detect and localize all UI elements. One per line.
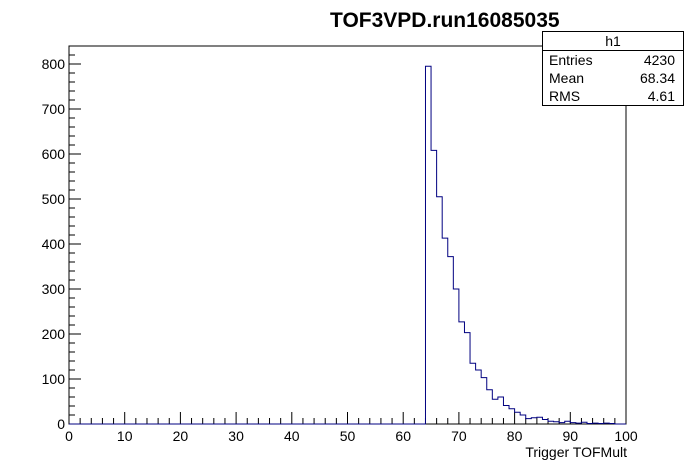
y-tick-label: 800 (42, 56, 66, 72)
x-tick-label: 30 (228, 428, 244, 444)
y-tick-label: 600 (42, 146, 66, 162)
stats-box-name: h1 (543, 32, 683, 51)
stats-rms-value: 4.61 (647, 88, 675, 104)
x-tick-label: 50 (340, 428, 356, 444)
x-tick-label: 100 (614, 428, 638, 444)
y-tick-label: 500 (42, 191, 66, 207)
x-axis-label: Trigger TOFMult (525, 444, 627, 460)
stats-row-entries: Entries 4230 (543, 51, 683, 69)
x-tick-label: 90 (563, 428, 579, 444)
y-tick-label: 400 (42, 236, 66, 252)
y-tick-label: 700 (42, 101, 66, 117)
x-tick-label: 70 (451, 428, 467, 444)
x-tick-label: 10 (117, 428, 133, 444)
stats-row-rms: RMS 4.61 (543, 87, 683, 105)
histogram-line (69, 65, 626, 425)
x-tick-label: 60 (395, 428, 411, 444)
stats-row-mean: Mean 68.34 (543, 69, 683, 87)
x-tick-label: 0 (65, 428, 73, 444)
stats-rms-label: RMS (549, 88, 581, 104)
x-tick-label: 40 (284, 428, 300, 444)
x-axis: 0 10 20 30 40 50 60 70 80 90 100 (65, 412, 638, 444)
stats-mean-value: 68.34 (639, 70, 675, 86)
y-tick-label: 100 (42, 371, 66, 387)
x-tick-label: 20 (173, 428, 189, 444)
stats-box: h1 Entries 4230 Mean 68.34 RMS 4.61 (542, 31, 684, 106)
y-axis: 0 100 200 300 400 500 600 700 800 (42, 45, 81, 432)
y-tick-label: 0 (57, 416, 65, 432)
y-tick-label: 300 (42, 281, 66, 297)
x-tick-label: 80 (507, 428, 523, 444)
stats-entries-label: Entries (549, 52, 593, 68)
y-tick-label: 200 (42, 326, 66, 342)
stats-mean-label: Mean (549, 70, 585, 86)
stats-entries-value: 4230 (643, 52, 675, 68)
chart-title: TOF3VPD.run16085035 (330, 9, 560, 32)
